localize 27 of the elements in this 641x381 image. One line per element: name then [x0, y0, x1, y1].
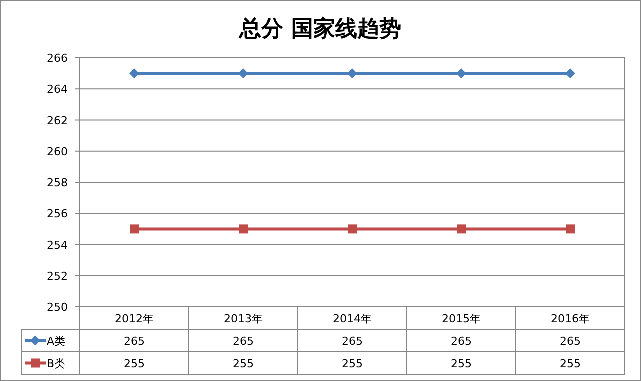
- y-tick-label: 264: [47, 83, 68, 96]
- y-tick-label: 250: [47, 301, 68, 314]
- data-label: 265: [451, 334, 472, 348]
- y-tick-label: 254: [47, 238, 68, 252]
- x-tick-label: 2016年: [551, 312, 590, 326]
- y-tick-label: 252: [47, 270, 68, 283]
- y-tick-label: 256: [47, 208, 68, 221]
- data-label: 265: [342, 334, 363, 348]
- data-label: 265: [124, 334, 145, 348]
- x-tick-label: 2014年: [333, 312, 372, 326]
- legend-label: B类: [47, 357, 66, 370]
- data-label: 255: [451, 357, 472, 370]
- data-label: 265: [560, 334, 581, 348]
- chart-title: 总分 国家线趋势: [238, 16, 402, 42]
- legend-label: A类: [47, 334, 66, 348]
- y-tick-label: 260: [47, 145, 68, 158]
- x-tick-label: 2013年: [224, 312, 263, 326]
- x-tick-label: 2015年: [442, 312, 481, 326]
- y-tick-label: 262: [47, 114, 68, 128]
- y-tick-label: 258: [47, 176, 68, 190]
- data-label: 255: [560, 357, 581, 370]
- x-tick-label: 2012年: [115, 312, 154, 326]
- data-label: 255: [124, 357, 145, 370]
- y-tick-label: 266: [47, 52, 68, 65]
- data-label: 265: [233, 334, 254, 348]
- data-label: 255: [233, 357, 254, 370]
- data-label: 255: [342, 357, 363, 370]
